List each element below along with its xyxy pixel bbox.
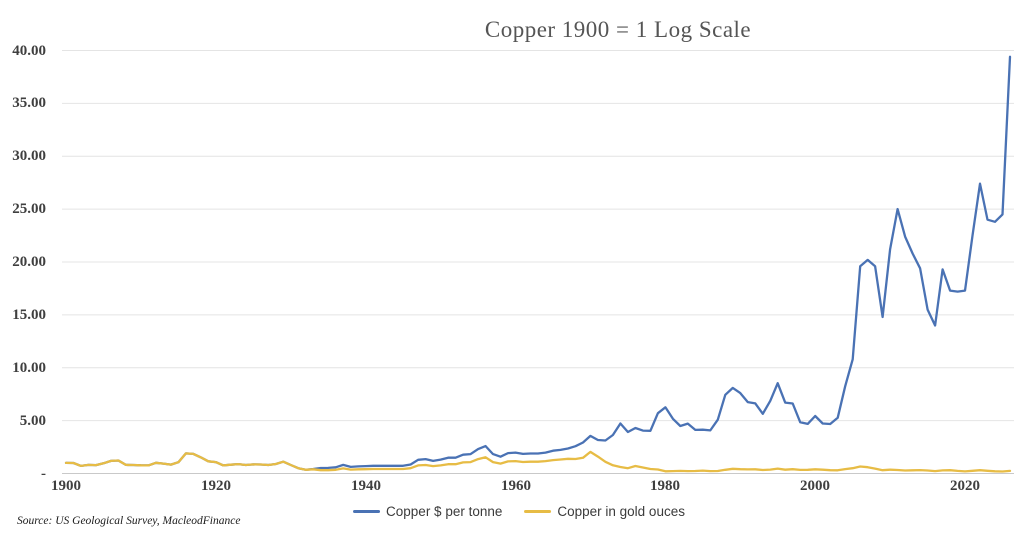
copper-usd-legend-swatch-icon (353, 510, 381, 513)
x-tick-label: 2000 (800, 478, 830, 494)
legend: Copper $ per tonne Copper in gold ouces (353, 504, 685, 519)
x-tick-label: 1960 (501, 478, 531, 494)
y-tick-label: - (41, 466, 46, 482)
y-tick-label: 35.00 (12, 95, 46, 111)
legend-label-copper-gold: Copper in gold ouces (557, 504, 685, 519)
copper-usd-line (64, 55, 1012, 471)
y-tick-label: 5.00 (19, 413, 46, 429)
y-tick-label: 10.00 (12, 360, 46, 376)
copper-gold-line (64, 450, 1012, 473)
legend-item-copper-usd: Copper $ per tonne (353, 504, 502, 519)
x-tick-label: 2020 (950, 478, 980, 494)
y-tick-label: 40.00 (12, 43, 46, 59)
y-tick-label: 30.00 (12, 148, 46, 164)
y-tick-label: 25.00 (12, 201, 46, 217)
x-tick-label: 1900 (51, 478, 81, 494)
legend-label-copper-usd: Copper $ per tonne (386, 504, 503, 519)
legend-item-copper-gold: Copper in gold ouces (524, 504, 685, 519)
y-tick-label: 20.00 (12, 254, 46, 270)
copper-gold-legend-swatch-icon (524, 510, 552, 513)
x-tick-label: 1980 (650, 478, 680, 494)
source-note: Source: US Geological Survey, MacleodFin… (17, 515, 241, 527)
x-tick-label: 1920 (201, 478, 231, 494)
y-tick-label: 15.00 (12, 307, 46, 323)
x-tick-label: 1940 (351, 478, 381, 494)
chart-title: Copper 1900 = 1 Log Scale (484, 17, 752, 42)
